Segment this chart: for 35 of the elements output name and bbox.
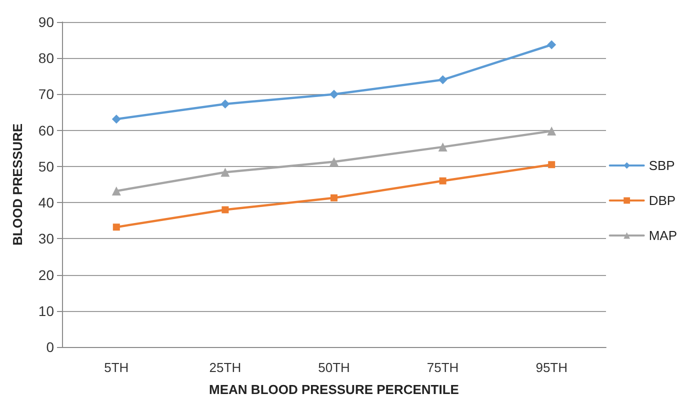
y-tick-label: 30	[38, 230, 54, 247]
point	[112, 224, 120, 231]
point	[439, 177, 446, 184]
y-tick-label: 60	[38, 122, 54, 138]
y-tick-label: 0	[46, 339, 54, 355]
point	[222, 206, 229, 214]
point	[438, 75, 448, 84]
y-tick-label: 80	[38, 50, 54, 66]
y-tick-label: 70	[38, 86, 54, 102]
y-axis-title: BLOOD PRESSURE	[10, 123, 25, 246]
y-tick-label: 90	[38, 14, 54, 30]
y-tick-label: 20	[38, 266, 54, 283]
y-tick-label: 50	[38, 158, 54, 174]
x-tick-label: 5TH	[104, 360, 129, 375]
point	[220, 99, 230, 108]
x-tick-label: 25TH	[209, 360, 242, 375]
legend-label: SBP	[648, 158, 675, 173]
y-tick-label: 10	[38, 302, 54, 319]
point	[438, 142, 448, 152]
x-tick-label: 50TH	[318, 360, 350, 375]
point	[330, 90, 338, 99]
point	[112, 114, 121, 124]
point	[112, 186, 121, 196]
x-tick-label: 75TH	[426, 360, 459, 375]
point	[330, 194, 338, 202]
legend-label: DBP	[648, 193, 676, 208]
x-tick-label: 95TH	[536, 360, 568, 375]
point	[220, 168, 230, 177]
point	[330, 157, 338, 166]
point	[547, 40, 556, 50]
point	[547, 126, 556, 136]
y-tick-label: 40	[38, 194, 54, 211]
x-axis-title: MEAN BLOOD PRESSURE PERCENTILE	[209, 382, 460, 397]
point	[548, 161, 556, 168]
legend-label: MAP	[648, 228, 677, 243]
